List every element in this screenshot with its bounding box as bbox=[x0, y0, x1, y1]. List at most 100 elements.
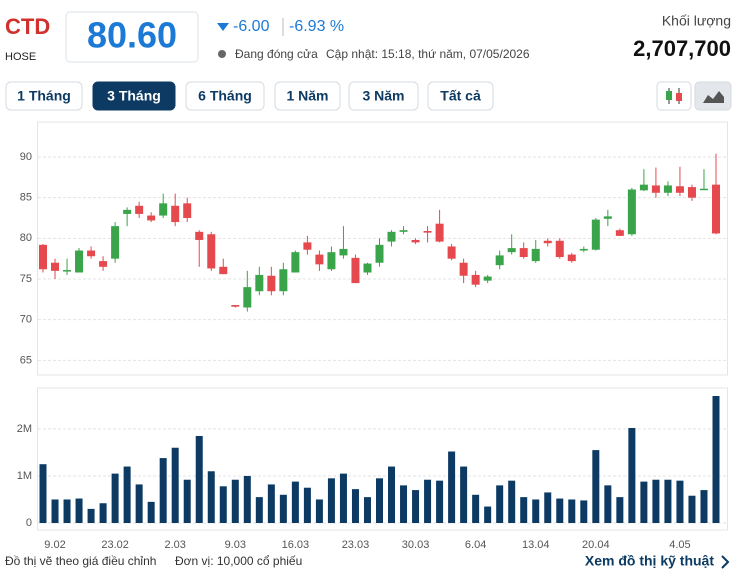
y-tick-label: 80 bbox=[20, 232, 32, 244]
y-tick-label: 70 bbox=[20, 314, 32, 326]
volume-bar bbox=[616, 497, 624, 523]
candle-body bbox=[519, 248, 528, 258]
candle-body bbox=[603, 216, 612, 219]
volume-bar bbox=[700, 490, 708, 523]
x-tick-label: 9.03 bbox=[225, 539, 246, 551]
area-icon bbox=[703, 91, 724, 103]
volume-bar bbox=[376, 478, 383, 523]
candle-body bbox=[363, 263, 372, 273]
volume-bar bbox=[424, 479, 432, 523]
range-button[interactable] bbox=[5, 81, 83, 111]
volume-bar bbox=[135, 484, 143, 523]
y-tick-label: 2M bbox=[17, 423, 32, 435]
y-tick-label: 75 bbox=[20, 273, 32, 285]
x-tick-label: 9.02 bbox=[44, 539, 65, 551]
candle-body bbox=[543, 240, 552, 244]
volume-bar bbox=[279, 494, 287, 523]
range-button[interactable] bbox=[427, 81, 494, 111]
volume-bar bbox=[532, 499, 540, 523]
candle-body bbox=[99, 261, 108, 267]
candle-body bbox=[483, 276, 492, 281]
candle-body bbox=[423, 231, 432, 233]
volume-bar bbox=[339, 473, 347, 523]
volume-bar bbox=[388, 466, 396, 523]
candle-body bbox=[159, 203, 168, 216]
change: -6.00 bbox=[233, 18, 270, 35]
range-button[interactable] bbox=[348, 81, 419, 111]
candle-body bbox=[507, 248, 516, 253]
candle-body bbox=[555, 240, 564, 258]
volume-bar bbox=[400, 485, 408, 523]
volume-bar bbox=[123, 466, 131, 523]
volume-bar bbox=[436, 480, 444, 523]
x-tick-label: 4.05 bbox=[669, 539, 690, 551]
range-label: 1 Tháng bbox=[17, 88, 71, 104]
candle-body bbox=[435, 223, 444, 242]
x-tick-label: 6.04 bbox=[465, 539, 486, 551]
candle-body bbox=[303, 242, 312, 250]
volume-bar bbox=[640, 481, 648, 523]
volume-bar bbox=[688, 495, 696, 523]
volume-bar bbox=[712, 395, 720, 523]
area-icon-button[interactable] bbox=[694, 81, 732, 111]
volume-bar bbox=[412, 490, 420, 523]
y-tick-label: 85 bbox=[20, 192, 32, 204]
candle-body bbox=[459, 262, 468, 276]
updated: Cập nhật: 15:18, thứ năm, 07/05/2026 bbox=[326, 47, 530, 61]
candle-body bbox=[447, 246, 456, 259]
candle-body bbox=[135, 205, 144, 214]
candle-body bbox=[411, 239, 420, 243]
candle-body bbox=[63, 270, 72, 272]
volume-bar bbox=[351, 489, 359, 523]
candle-body bbox=[279, 269, 288, 292]
x-tick-label: 13.04 bbox=[522, 539, 550, 551]
candle-body bbox=[147, 215, 156, 221]
candle-body bbox=[243, 287, 252, 308]
volume-bar bbox=[568, 499, 576, 523]
price: 80.60 bbox=[87, 15, 177, 56]
volume-bar bbox=[303, 487, 311, 523]
range-label: 3 Năm bbox=[362, 88, 404, 104]
volume-bar bbox=[267, 484, 275, 523]
volume-bar bbox=[520, 497, 528, 523]
candle-body bbox=[663, 185, 672, 193]
volume-bar bbox=[111, 473, 119, 523]
candle-body bbox=[219, 266, 228, 275]
volume-bar bbox=[291, 481, 299, 523]
candle-body bbox=[183, 203, 192, 218]
range-label: 3 Tháng bbox=[107, 88, 161, 104]
plot: 65 70 75 80 85 90 0 1M 2M 9.02 23.02 2.03 9.03 16.03 2… bbox=[17, 151, 727, 551]
candle-icon-button[interactable] bbox=[656, 81, 692, 111]
candle-body bbox=[123, 209, 132, 214]
volume-bar bbox=[183, 479, 191, 523]
candle-body bbox=[51, 262, 60, 271]
footer-note: Đồ thị vẽ theo giá điều chỉnh bbox=[5, 554, 156, 568]
volume-bar bbox=[63, 499, 71, 523]
candle-body bbox=[615, 230, 624, 236]
volume-bar bbox=[159, 458, 167, 523]
range-button[interactable] bbox=[92, 81, 176, 111]
candle-body bbox=[495, 255, 504, 266]
down-arrow bbox=[217, 23, 229, 31]
status: Đang đóng cửa bbox=[235, 47, 318, 61]
volume-bar bbox=[207, 471, 215, 523]
range-button[interactable] bbox=[185, 81, 265, 111]
status-dot bbox=[218, 50, 226, 58]
range-button[interactable] bbox=[274, 81, 341, 111]
volume-bar bbox=[51, 499, 59, 523]
candle-body bbox=[471, 274, 480, 285]
volume-bar bbox=[147, 501, 155, 523]
volume-bar bbox=[628, 427, 636, 523]
candle-body bbox=[39, 244, 47, 270]
candle-body bbox=[531, 248, 540, 262]
volume-panel bbox=[37, 387, 728, 531]
candle-body bbox=[75, 250, 84, 273]
volume-bar bbox=[544, 492, 552, 523]
volume-bar bbox=[39, 464, 47, 523]
change-pct: -6.93 % bbox=[289, 18, 344, 35]
candle-body bbox=[699, 188, 708, 191]
footer-unit: Đơn vị: 10,000 cổ phiếu bbox=[175, 554, 302, 568]
volume-bar bbox=[496, 485, 504, 523]
volume-bar bbox=[460, 466, 468, 523]
tech-chart-link[interactable]: Xem đồ thị kỹ thuật bbox=[585, 553, 714, 569]
